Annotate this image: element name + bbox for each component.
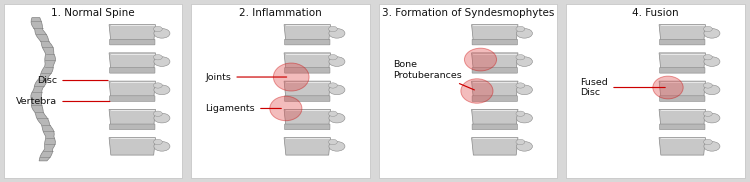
- FancyBboxPatch shape: [472, 39, 518, 45]
- Ellipse shape: [460, 79, 493, 103]
- Text: Disc: Disc: [38, 76, 108, 85]
- Polygon shape: [284, 81, 331, 99]
- Ellipse shape: [270, 96, 302, 121]
- Ellipse shape: [328, 139, 338, 145]
- Ellipse shape: [154, 139, 162, 145]
- Text: Ligaments: Ligaments: [206, 104, 281, 113]
- Ellipse shape: [328, 29, 345, 38]
- Ellipse shape: [704, 111, 712, 116]
- Ellipse shape: [154, 57, 170, 66]
- Ellipse shape: [154, 113, 170, 123]
- Ellipse shape: [516, 83, 525, 88]
- Ellipse shape: [328, 85, 345, 95]
- Ellipse shape: [328, 142, 345, 151]
- Ellipse shape: [704, 85, 720, 95]
- Polygon shape: [109, 53, 155, 70]
- FancyBboxPatch shape: [110, 68, 155, 73]
- Ellipse shape: [328, 55, 338, 60]
- Text: Vertebra: Vertebra: [16, 97, 110, 106]
- Ellipse shape: [273, 63, 309, 91]
- FancyBboxPatch shape: [284, 39, 330, 45]
- Ellipse shape: [704, 29, 720, 38]
- FancyBboxPatch shape: [472, 96, 518, 101]
- Text: 2. Inflammation: 2. Inflammation: [239, 8, 322, 18]
- Ellipse shape: [154, 111, 162, 116]
- Text: Fused
Disc: Fused Disc: [580, 78, 665, 97]
- Ellipse shape: [516, 57, 532, 66]
- Text: 4. Fusion: 4. Fusion: [632, 8, 679, 18]
- Text: Bone
Protuberances: Bone Protuberances: [393, 60, 474, 90]
- Polygon shape: [284, 53, 331, 70]
- Polygon shape: [659, 138, 706, 155]
- Ellipse shape: [328, 83, 338, 88]
- Polygon shape: [109, 109, 155, 127]
- Ellipse shape: [704, 26, 712, 32]
- FancyBboxPatch shape: [110, 124, 155, 130]
- Polygon shape: [109, 138, 155, 155]
- Ellipse shape: [328, 111, 338, 116]
- FancyBboxPatch shape: [472, 124, 518, 130]
- Ellipse shape: [154, 85, 170, 95]
- Polygon shape: [31, 18, 56, 161]
- Ellipse shape: [516, 26, 525, 32]
- Ellipse shape: [652, 76, 683, 99]
- FancyBboxPatch shape: [659, 39, 705, 45]
- Ellipse shape: [704, 139, 712, 145]
- Ellipse shape: [516, 29, 532, 38]
- FancyBboxPatch shape: [284, 96, 330, 101]
- Ellipse shape: [704, 83, 712, 88]
- Ellipse shape: [328, 57, 345, 66]
- Ellipse shape: [704, 57, 720, 66]
- Polygon shape: [659, 53, 706, 70]
- Polygon shape: [284, 109, 331, 127]
- Ellipse shape: [154, 26, 162, 32]
- Ellipse shape: [154, 55, 162, 60]
- Ellipse shape: [516, 55, 525, 60]
- Ellipse shape: [704, 142, 720, 151]
- Ellipse shape: [464, 48, 496, 71]
- FancyBboxPatch shape: [659, 96, 705, 101]
- Polygon shape: [659, 25, 706, 42]
- Ellipse shape: [516, 85, 532, 95]
- Text: 3. Formation of Syndesmophytes: 3. Formation of Syndesmophytes: [382, 8, 554, 18]
- Ellipse shape: [516, 139, 525, 145]
- Ellipse shape: [704, 113, 720, 123]
- Polygon shape: [659, 109, 706, 127]
- Text: Joints: Joints: [206, 72, 286, 82]
- Polygon shape: [284, 138, 331, 155]
- FancyBboxPatch shape: [284, 68, 330, 73]
- FancyBboxPatch shape: [110, 39, 155, 45]
- Text: 1. Normal Spine: 1. Normal Spine: [51, 8, 135, 18]
- Ellipse shape: [516, 113, 532, 123]
- Ellipse shape: [516, 142, 532, 151]
- Polygon shape: [472, 138, 518, 155]
- Ellipse shape: [328, 113, 345, 123]
- Ellipse shape: [328, 26, 338, 32]
- FancyBboxPatch shape: [659, 68, 705, 73]
- Ellipse shape: [154, 142, 170, 151]
- Polygon shape: [109, 25, 155, 42]
- Ellipse shape: [704, 55, 712, 60]
- Ellipse shape: [154, 29, 170, 38]
- FancyBboxPatch shape: [284, 124, 330, 130]
- Polygon shape: [472, 53, 518, 70]
- Polygon shape: [472, 109, 518, 127]
- FancyBboxPatch shape: [659, 124, 705, 130]
- Ellipse shape: [154, 83, 162, 88]
- Polygon shape: [109, 81, 155, 99]
- Polygon shape: [284, 25, 331, 42]
- FancyBboxPatch shape: [110, 96, 155, 101]
- Polygon shape: [659, 81, 706, 99]
- Polygon shape: [472, 81, 518, 99]
- FancyBboxPatch shape: [472, 68, 518, 73]
- Ellipse shape: [516, 111, 525, 116]
- Polygon shape: [472, 25, 518, 42]
